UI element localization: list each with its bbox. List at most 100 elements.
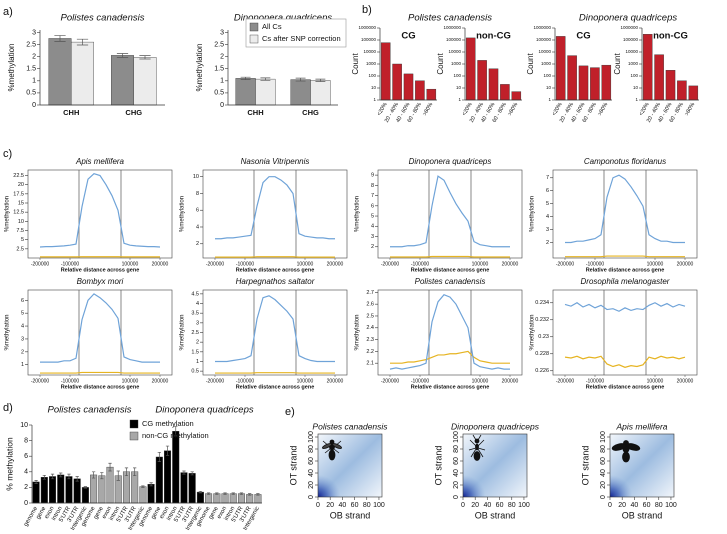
x-axis-label: Relative distance across gene [411,267,490,273]
y-tick-label: 2.2 [366,349,374,355]
y-tick-label: 4.5 [191,291,199,297]
error-bar [165,445,170,456]
x-tick-label: exon [44,506,56,520]
error-bar [248,493,252,496]
x-tick-label: 100000 [122,261,139,267]
bar [310,80,331,106]
x-tick-label: exon [159,506,171,520]
panel-label: c) [3,148,12,160]
chart-title: Apis mellifera [615,421,667,431]
chart-title: Polistes canadensis [415,277,486,286]
x-tick-label: exon [216,506,228,520]
y-tick-label: 6 [371,203,374,209]
x-axis-label: OB strand [475,510,516,520]
y-axis-label: %methylation [530,196,536,232]
x-tick-label: 100 [665,502,677,509]
error-bar [59,472,63,478]
y-tick-label: 15 [18,200,24,206]
bar [426,88,437,101]
error-bar [190,471,194,476]
y-axis-label: OT strand [288,446,298,486]
y-tick-label: 10 [18,219,24,225]
y-axis-label: %methylation [195,43,204,91]
error-bar [174,426,178,437]
y-axis-label: Count [526,53,535,75]
series-line [564,355,686,368]
y-tick-label: 10000 [448,49,461,54]
bar [500,84,510,101]
bar [48,38,72,106]
y-tick-label: 1000 [628,61,639,66]
y-tick-label: 1 [196,359,199,365]
y-tick-label: 10 [546,85,552,90]
y-tick-label: 2.5 [214,41,224,48]
x-tick-label: 0 [461,502,465,509]
error-bar [240,76,251,80]
y-tick-label: 100 [630,73,638,78]
y-tick-label: 1000000 [443,25,461,30]
bar [488,68,499,101]
bar [139,486,147,504]
y-tick-label: 1000000 [533,25,551,30]
x-axis-label: OB strand [622,510,663,520]
y-tick-label: 100 [308,431,315,443]
y-tick-label: 0 [308,495,315,499]
series-line [565,174,685,244]
y-tick-label: 1.5 [214,66,224,73]
bar [205,493,213,504]
y-tick-label: 0.228 [535,351,549,357]
bar [590,67,600,101]
plot-frame [552,289,698,376]
y-tick-label: 2.1 [366,361,374,367]
y-tick-label: 1 [220,78,224,85]
panel-label: b) [362,4,372,16]
error-bar [198,490,203,494]
x-tick-label: 60 [496,502,504,509]
y-tick-label: 5 [371,213,374,219]
chart-title: Apis mellifera [75,157,125,166]
error-bar [42,474,46,480]
y-tick-label: 1000000 [620,25,638,30]
y-tick-label: 100 [453,73,461,78]
y-axis-label: Count [613,53,622,75]
y-tick-label: 10 [20,422,28,429]
group-title: Polistes canadensis [48,405,132,416]
plot-frame [202,289,348,376]
plot-frame [609,433,675,498]
x-tick-label: 200000 [152,378,169,384]
error-bar [223,492,227,495]
y-tick-label: 3 [21,336,24,342]
y-tick-label: 6 [24,453,28,460]
y-tick-label: 8 [24,437,28,444]
y-tick-label: 9 [371,173,374,179]
error-bar [83,486,88,489]
y-tick-label: 2 [21,349,24,355]
y-tick-label: 10000 [538,49,551,54]
x-tick-label: 40 [338,502,346,509]
y-tick-label: 4 [21,324,24,330]
y-tick-label: 3 [546,227,549,233]
error-bar [108,462,112,472]
y-tick-label: 0 [600,495,607,499]
y-tick-label: 0.234 [535,300,549,306]
error-bar [182,470,186,475]
y-tick-label: 0.232 [535,317,549,323]
y-tick-label: 10 [371,85,377,90]
chart-title: Bombyx mori [77,277,124,286]
y-axis-label: Count [351,53,360,75]
x-tick-label: 200000 [502,261,519,267]
bar [71,41,94,106]
y-tick-label: 100 [600,431,607,443]
y-tick-label: 6 [546,188,549,194]
y-tick-label: 1000 [541,61,552,66]
chart-title: Drosophila melanogaster [581,277,670,286]
y-tick-label: 1 [635,97,638,102]
bar [477,60,487,101]
y-tick-label: 100 [368,73,376,78]
legend-label: Cs after SNP correction [262,34,341,43]
y-tick-label: 2.6 [366,302,374,308]
x-tick-label: CHH [247,108,263,117]
error-bar [133,467,137,477]
group-title: Polistes canadensis [408,13,492,24]
